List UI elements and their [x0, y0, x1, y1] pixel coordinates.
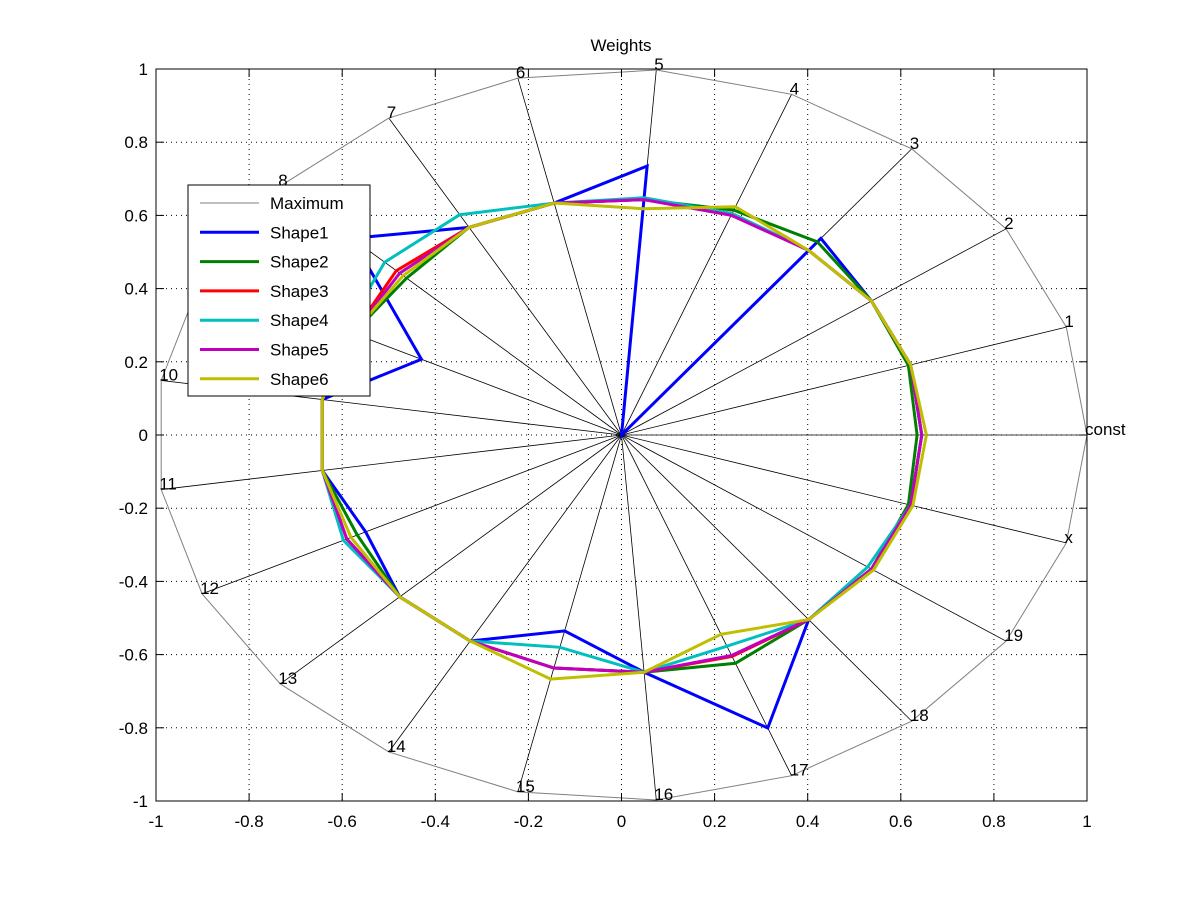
- spoke-label-19: 19: [1004, 626, 1023, 645]
- spoke-label-const: const: [1085, 420, 1126, 439]
- spoke-11: [161, 434, 622, 490]
- x-tick-label: 0.2: [703, 812, 727, 831]
- legend-label-shape2: Shape2: [270, 253, 329, 272]
- x-tick-label: 0.6: [889, 812, 913, 831]
- spoke-label-18: 18: [910, 706, 929, 725]
- spoke-label-1: 1: [1064, 312, 1073, 331]
- y-tick-label: 0.2: [124, 353, 148, 372]
- legend-label-maximum: Maximum: [270, 194, 344, 213]
- spoke-6: [517, 78, 622, 436]
- spoke-15: [517, 434, 622, 792]
- spoke-label-8: 8: [278, 171, 287, 190]
- spoke-x: [621, 434, 1067, 544]
- spoke-label-7: 7: [387, 103, 396, 122]
- spoke-label-15: 15: [516, 777, 535, 796]
- spoke-label-x: x: [1064, 528, 1073, 547]
- x-tick-label: -0.6: [328, 812, 357, 831]
- spoke-label-5: 5: [654, 55, 663, 74]
- spoke-12: [201, 434, 622, 595]
- spoke-13: [280, 434, 622, 685]
- y-tick-label: 0: [139, 426, 148, 445]
- spoke-label-17: 17: [790, 761, 809, 780]
- spoke-14: [388, 434, 622, 753]
- legend-label-shape5: Shape5: [270, 341, 329, 360]
- x-tick-label: 1: [1082, 812, 1091, 831]
- x-tick-label: -0.4: [421, 812, 450, 831]
- legend: Maximum Shape1 Shape2 Shape3 Shape4 Shape5 Sha…: [187, 184, 371, 397]
- spoke-7: [388, 117, 622, 436]
- spoke-17: [621, 434, 792, 776]
- y-tick-label: -0.8: [119, 719, 148, 738]
- legend-label-shape4: Shape4: [270, 311, 329, 330]
- spoke-1: [621, 326, 1067, 436]
- spoke-label-16: 16: [654, 785, 673, 804]
- series-line-shape6: [320, 201, 928, 681]
- spoke-16: [621, 434, 657, 801]
- y-tick-label: 0.4: [124, 280, 148, 299]
- spoke-label-4: 4: [790, 79, 799, 98]
- spoke-label-12: 12: [200, 579, 219, 598]
- x-tick-label: 0.4: [796, 812, 820, 831]
- spoke-19: [621, 434, 1007, 642]
- series-lines: [160, 69, 1088, 801]
- y-tick-label: 0.8: [124, 133, 148, 152]
- spoke-label-3: 3: [910, 134, 919, 153]
- x-tick-label: 0: [617, 812, 626, 831]
- y-tick-label: -0.2: [119, 499, 148, 518]
- spoke-18: [621, 434, 913, 722]
- x-tick-label: 0.8: [982, 812, 1006, 831]
- spoke-2: [621, 228, 1007, 436]
- axis-ticks: -1 -0.8 -0.6 -0.4 -0.2 0 0.2 0.4 0.6 0.8 110.80.60…: [119, 60, 1092, 831]
- y-tick-label: -1: [133, 792, 148, 811]
- spoke-label-10: 10: [159, 365, 178, 384]
- y-tick-label: 1: [139, 60, 148, 79]
- spoke-4: [621, 94, 792, 436]
- spoke-label-11: 11: [159, 475, 177, 494]
- y-tick-label: -0.4: [119, 572, 148, 591]
- x-tick-label: -1: [148, 812, 163, 831]
- y-tick-label: 0.6: [124, 206, 148, 225]
- x-tick-label: -0.8: [234, 812, 263, 831]
- spoke-label-2: 2: [1004, 214, 1013, 233]
- spoke-label-6: 6: [516, 63, 525, 82]
- chart-title: Weights: [590, 36, 651, 55]
- y-tick-label: -0.6: [119, 646, 148, 665]
- legend-label-shape1: Shape1: [270, 223, 329, 242]
- legend-label-shape3: Shape3: [270, 282, 329, 301]
- legend-label-shape6: Shape6: [270, 370, 329, 389]
- spoke-label-13: 13: [278, 669, 297, 688]
- x-tick-label: -0.2: [514, 812, 543, 831]
- spoke-label-14: 14: [387, 737, 406, 756]
